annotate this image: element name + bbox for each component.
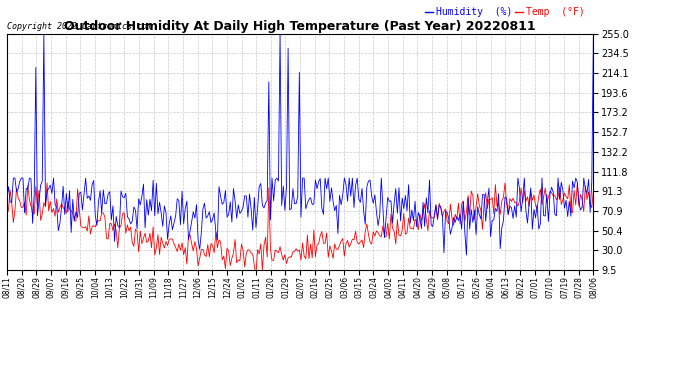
Text: Copyright 2022 Cartronics.com: Copyright 2022 Cartronics.com [7, 22, 152, 32]
Title: Outdoor Humidity At Daily High Temperature (Past Year) 20220811: Outdoor Humidity At Daily High Temperatu… [64, 20, 536, 33]
Legend: Humidity  (%), Temp  (°F): Humidity (%), Temp (°F) [422, 3, 589, 21]
